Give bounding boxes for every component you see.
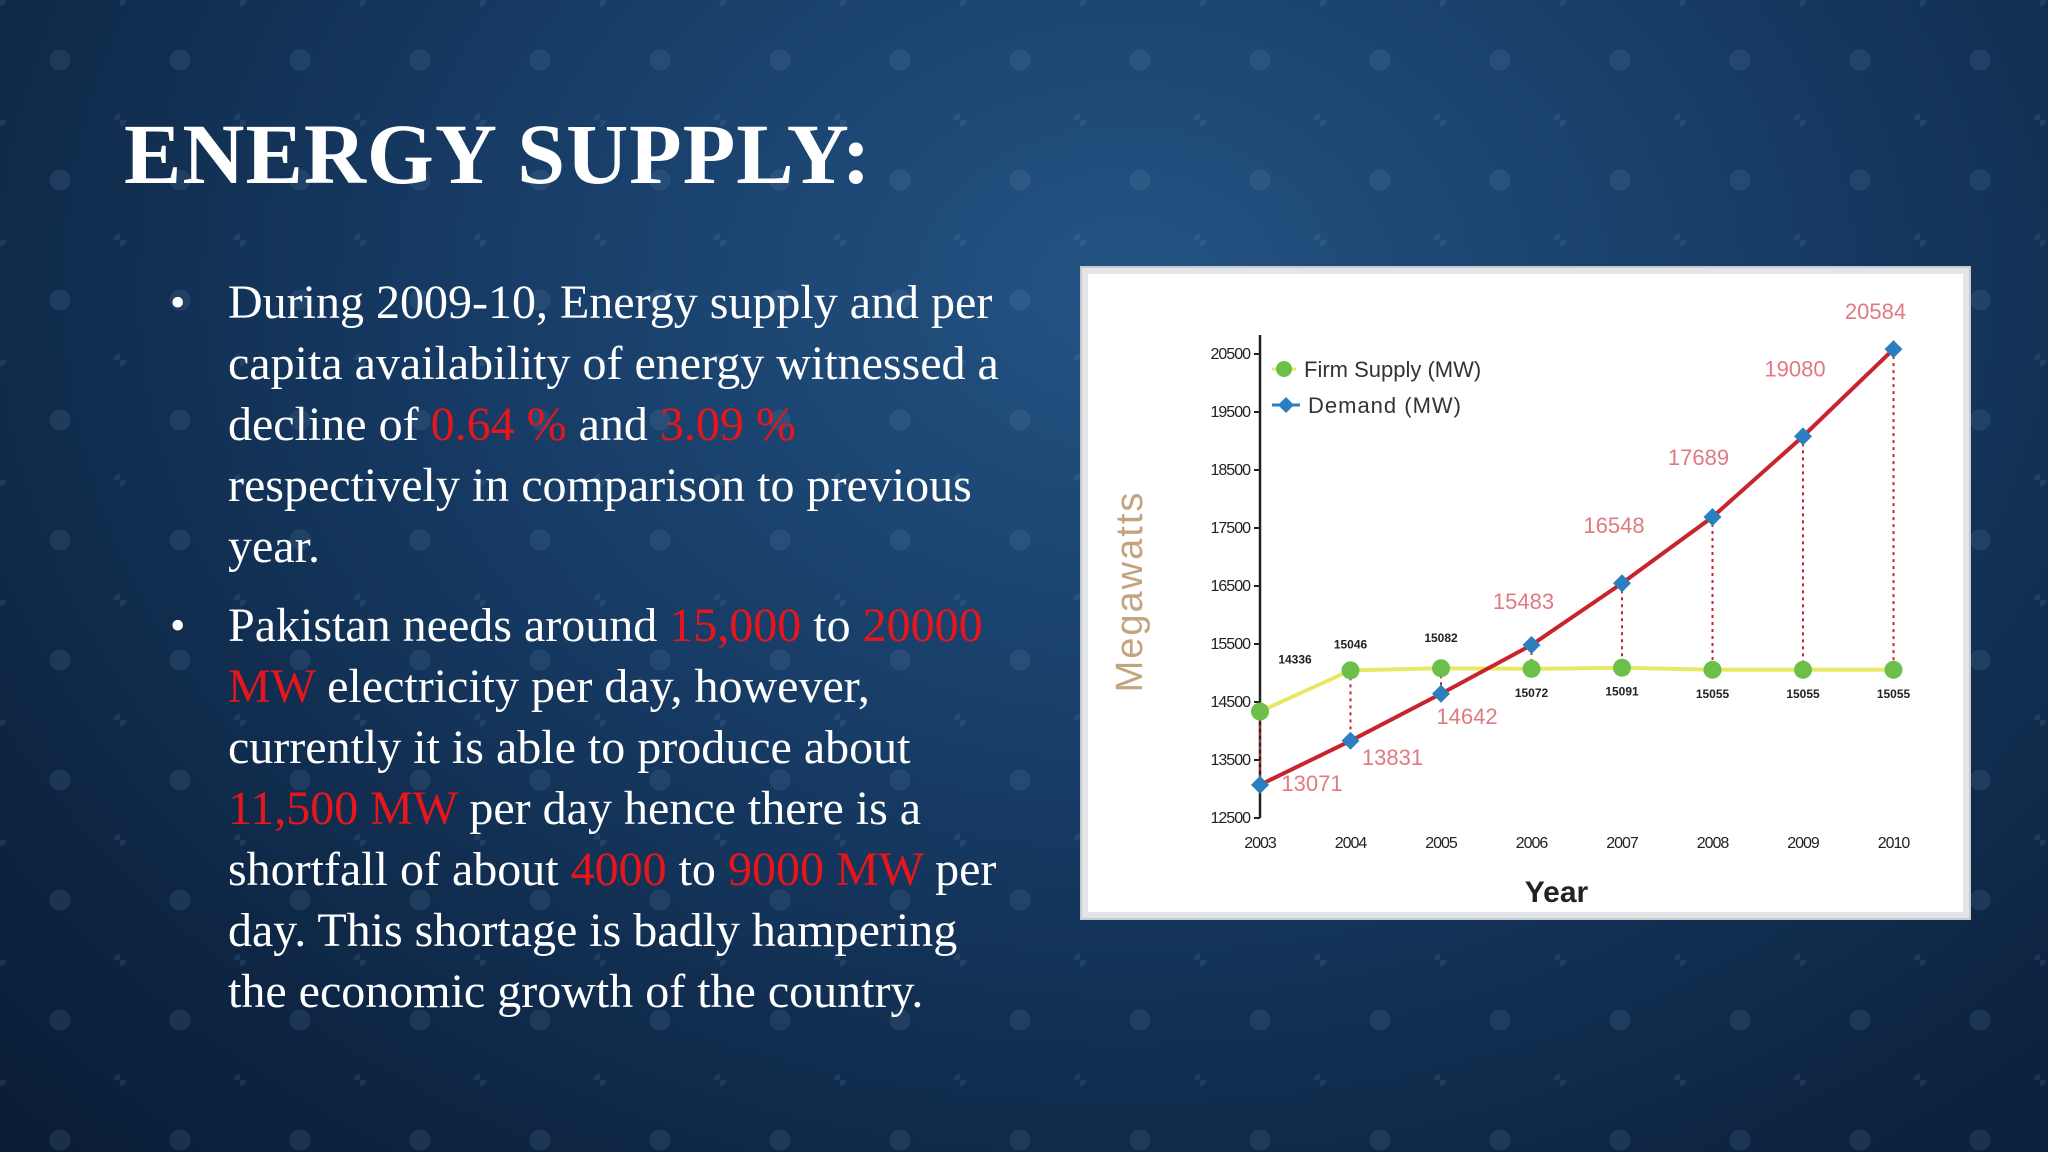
bullet-item-1: • During 2009-10, Energy supply and per … — [160, 272, 1020, 577]
supply-data-label: 15055 — [1786, 687, 1820, 701]
legend-supply-marker — [1276, 361, 1292, 377]
y-tick-label: 20500 — [1211, 346, 1252, 363]
demand-data-label: 14642 — [1436, 704, 1497, 729]
highlight-run: 3.09 % — [659, 398, 796, 451]
supply-data-label: 15082 — [1424, 631, 1458, 645]
text-run: and — [566, 398, 660, 451]
highlight-run: 20000 MW — [228, 599, 983, 713]
x-axis-title: Year — [1525, 876, 1589, 909]
y-tick-label: 19500 — [1211, 404, 1252, 421]
energy-chart: 12500 13500 14500 15500 16500 17500 18500 19500… — [1109, 299, 1911, 909]
x-tick-label: 2003 — [1244, 835, 1277, 852]
x-tick-label: 2010 — [1878, 835, 1911, 852]
bullet-dot: • — [170, 601, 186, 650]
supply-point — [1613, 658, 1631, 677]
text-run: per day. This shortage is badly hamperin… — [228, 843, 997, 1018]
demand-data-label: 20584 — [1845, 299, 1906, 324]
supply-point — [1432, 659, 1450, 678]
demand-point — [1522, 635, 1541, 654]
demand-data-label: 19080 — [1764, 356, 1825, 381]
highlight-run: 0.64 % — [430, 398, 567, 451]
y-tick-label: 15500 — [1211, 636, 1252, 653]
x-tick-label: 2006 — [1516, 835, 1549, 852]
supply-data-label: 15091 — [1605, 685, 1639, 699]
x-tick-label: 2009 — [1787, 835, 1820, 852]
text-run: Pakistan needs around — [228, 599, 670, 652]
supply-point — [1703, 660, 1722, 679]
demand-line — [1259, 347, 1895, 787]
supply-line — [1259, 665, 1894, 714]
legend-demand-label: Demand (MW) — [1308, 393, 1462, 418]
y-tick-label: 17500 — [1211, 520, 1252, 537]
demand-point — [1251, 775, 1269, 794]
demand-point — [1613, 574, 1631, 593]
demand-point — [1341, 731, 1360, 750]
demand-point — [1794, 427, 1812, 446]
demand-data-label: 16548 — [1583, 513, 1644, 538]
y-tick-label: 16500 — [1211, 578, 1252, 595]
chart-frame: 12500 13500 14500 15500 16500 17500 18500 19500… — [1082, 268, 1969, 918]
legend-demand-marker — [1278, 397, 1294, 413]
demand-point — [1884, 340, 1903, 359]
supply-point — [1522, 659, 1541, 678]
highlight-run: 9000 MW — [727, 843, 924, 896]
x-tick-label: 2007 — [1606, 835, 1639, 852]
x-tick-label: 2004 — [1335, 835, 1368, 852]
supply-point — [1794, 660, 1812, 679]
y-tick-label: 18500 — [1211, 462, 1252, 479]
y-tick-label: 12500 — [1211, 810, 1252, 827]
supply-point — [1251, 702, 1269, 721]
supply-point — [1884, 660, 1903, 679]
text-run: respectively in comparison to previous y… — [228, 459, 972, 573]
y-tick-label: 13500 — [1211, 752, 1252, 769]
bullet-list: • During 2009-10, Energy supply and per … — [160, 272, 1020, 1040]
highlight-run: 11,500 MW — [228, 782, 458, 835]
supply-data-label: 15055 — [1877, 687, 1911, 701]
supply-data-label: 15055 — [1696, 687, 1730, 701]
x-tick-label: 2005 — [1425, 835, 1458, 852]
demand-point — [1432, 684, 1450, 703]
highlight-run: 15,000 — [669, 599, 802, 652]
y-axis-title: Megawatts — [1109, 491, 1151, 693]
text-run: electricity per day, however, currently … — [228, 660, 911, 774]
slide-title: ENERGY SUPPLY: — [124, 106, 872, 202]
text-run: During 2009-10, Energy supply and per ca… — [228, 276, 999, 451]
highlight-run: 4000 — [570, 843, 667, 896]
supply-point — [1341, 661, 1360, 680]
demand-data-label: 13831 — [1362, 745, 1423, 770]
bullet-dot: • — [170, 278, 186, 327]
bullet-text: Pakistan needs around 15,000 to 20000 MW… — [228, 599, 996, 1018]
demand-data-label: 13071 — [1281, 771, 1342, 796]
y-tick-label: 14500 — [1211, 694, 1252, 711]
demand-data-label: 15483 — [1493, 589, 1554, 614]
x-tick-label: 2008 — [1697, 835, 1730, 852]
chart-panel: 12500 13500 14500 15500 16500 17500 18500 19500… — [1088, 274, 1963, 912]
supply-data-label: 14336 — [1278, 653, 1312, 667]
legend-supply-label: Firm Supply (MW) — [1304, 357, 1481, 382]
bullet-text: During 2009-10, Energy supply and per ca… — [228, 276, 999, 573]
text-run: per day hence there is a shortfall of ab… — [228, 782, 922, 896]
text-run: to — [801, 599, 863, 652]
supply-data-label: 15072 — [1515, 686, 1549, 700]
text-run: to — [666, 843, 728, 896]
demand-data-label: 17689 — [1668, 445, 1729, 470]
bullet-item-2: • Pakistan needs around 15,000 to 20000 … — [160, 595, 1020, 1022]
supply-data-label: 15046 — [1334, 637, 1368, 651]
